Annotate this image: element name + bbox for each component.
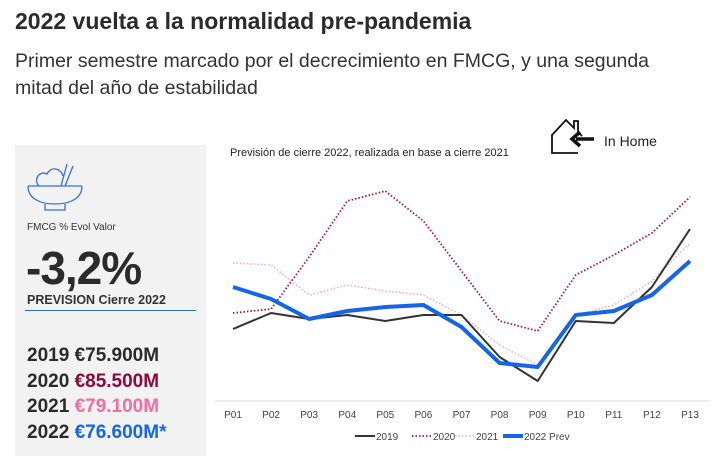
kpi-label: FMCG % Evol Valor: [27, 222, 116, 233]
year-value: €76.600M*: [74, 421, 167, 443]
x-tick-label: P13: [681, 410, 699, 421]
chart-title: Previsión de cierre 2022, realizada en b…: [230, 147, 509, 159]
legend-label: 2020: [433, 432, 456, 443]
x-tick-label: P03: [300, 410, 318, 421]
x-tick-label: P09: [529, 410, 547, 421]
x-tick-label: P07: [453, 410, 471, 421]
x-tick-label: P04: [338, 410, 356, 421]
year: 2019: [27, 345, 70, 366]
x-tick-label: P06: [415, 410, 433, 421]
house-arrow-icon: [551, 118, 594, 154]
year-row-2021: 2021 €79.100M: [27, 394, 166, 420]
year-value: €79.100M: [74, 396, 160, 417]
year-value: €75.900M: [74, 345, 160, 366]
series-line-2020: [232, 190, 691, 332]
series-line-2021: [232, 242, 691, 366]
legend-label: 2021: [476, 432, 499, 443]
page-subtitle: Primer semestre marcado por el decrecimi…: [15, 50, 650, 99]
year-row-2022: 2022 €76.600M*: [27, 420, 166, 446]
x-tick-label: P10: [567, 410, 585, 421]
yearly-totals: 2019 €75.900M 2020 €85.500M 2021 €79.100…: [27, 343, 166, 445]
kpi-subtitle: PREVISION Cierre 2022: [27, 293, 166, 307]
x-tick-label: P12: [643, 410, 661, 421]
legend-label: 2022 Prev: [524, 432, 570, 443]
year-value: €85.500M: [74, 370, 160, 392]
x-tick-label: P11: [605, 410, 622, 421]
rice-bowl-icon: [27, 163, 83, 211]
kpi-value: -3,2%: [26, 242, 142, 294]
x-tick-label: P01: [224, 410, 242, 421]
x-tick-label: P05: [376, 410, 394, 421]
x-tick-label: P08: [491, 410, 509, 421]
year: 2022: [27, 421, 70, 443]
kpi-panel: FMCG % Evol Valor -3,2% PREVISION Cierre…: [15, 145, 206, 456]
page-title: 2022 vuelta a la normalidad pre-pandemia: [15, 8, 472, 34]
series-line-2019: [232, 228, 691, 382]
year: 2021: [27, 396, 70, 417]
year: 2020: [27, 370, 70, 392]
x-tick-label: P02: [262, 410, 280, 421]
year-row-2020: 2020 €85.500M: [27, 369, 166, 395]
in-home-label: In Home: [604, 133, 657, 149]
legend-label: 2019: [376, 432, 399, 443]
series-line-2022-prev: [232, 259, 692, 369]
divider: [25, 310, 196, 311]
year-row-2019: 2019 €75.900M: [27, 343, 166, 369]
